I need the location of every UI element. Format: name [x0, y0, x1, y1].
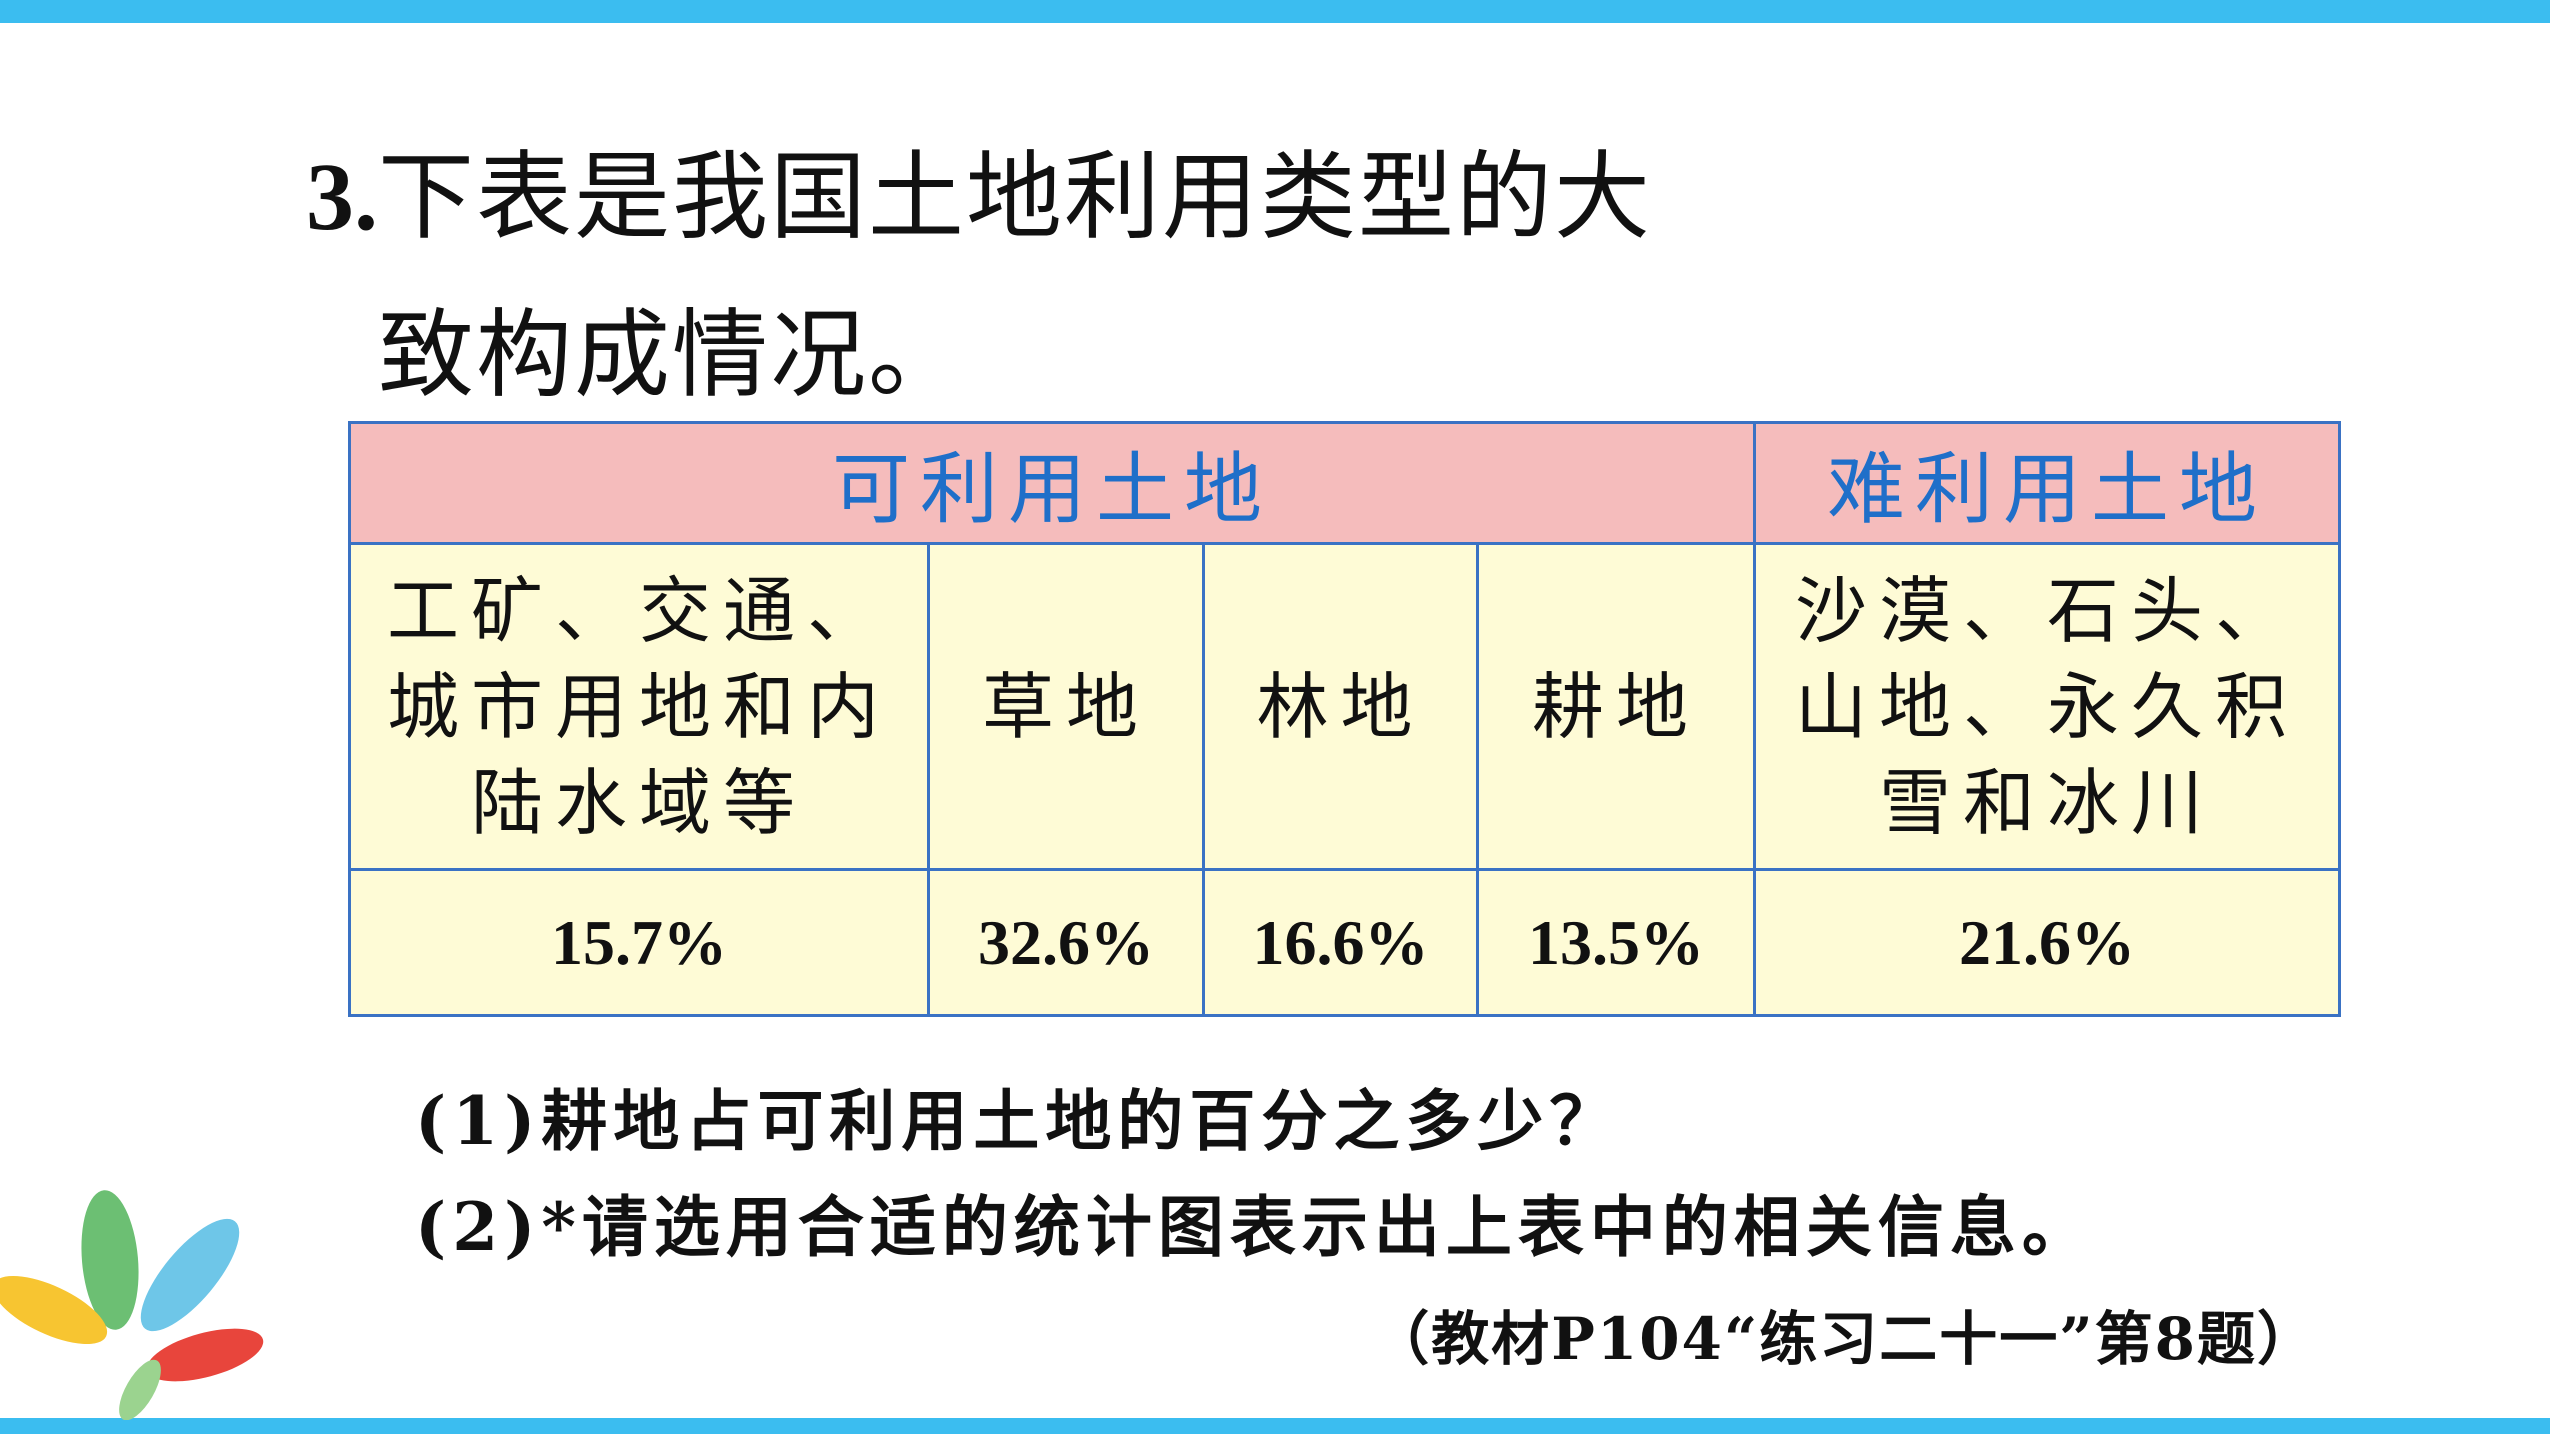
- value-cell: 32.6%: [927, 868, 1205, 1017]
- land-table: 可利用土地 难利用土地 工矿、交通、城市用地和内陆水域等 草地 林地 耕地 沙漠…: [348, 421, 2341, 1017]
- column-header: 草地: [927, 542, 1205, 871]
- leaf: [140, 1218, 240, 1332]
- column-header: 工矿、交通、城市用地和内陆水域等: [348, 542, 930, 871]
- value-cell: 13.5%: [1476, 868, 1756, 1017]
- value-cell: 15.7%: [348, 868, 930, 1017]
- title-number: 3.: [306, 143, 378, 250]
- leaf: [119, 1359, 161, 1420]
- leaf: [81, 1190, 139, 1330]
- value-cell: 16.6%: [1202, 868, 1479, 1017]
- value-cell: 21.6%: [1753, 868, 2341, 1017]
- source-note: （教材P104“练习二十一”第8题）: [1371, 1305, 2317, 1373]
- column-header: 沙漠、石头、山地、永久积雪和冰川: [1753, 542, 2341, 871]
- group-header: 可利用土地: [348, 421, 1756, 545]
- bottom-stripe: [0, 1418, 2550, 1434]
- leaf: [146, 1328, 264, 1382]
- top-stripe: [0, 0, 2550, 23]
- leaf-decoration: [0, 1190, 264, 1420]
- title: 3. 下表是我国土地利用类型的大致构成情况。: [306, 118, 1738, 434]
- group-header: 难利用土地: [1753, 421, 2341, 545]
- column-header: 林地: [1202, 542, 1479, 871]
- question: (1)耕地占可利用土地的百分之多少？: [415, 1082, 1622, 1160]
- column-header: 耕地: [1476, 542, 1756, 871]
- question: (2)*请选用合适的统计图表示出上表中的相关信息。: [415, 1188, 2094, 1266]
- leaf: [0, 1275, 108, 1345]
- title-text: 下表是我国土地利用类型的大致构成情况。: [378, 141, 1652, 411]
